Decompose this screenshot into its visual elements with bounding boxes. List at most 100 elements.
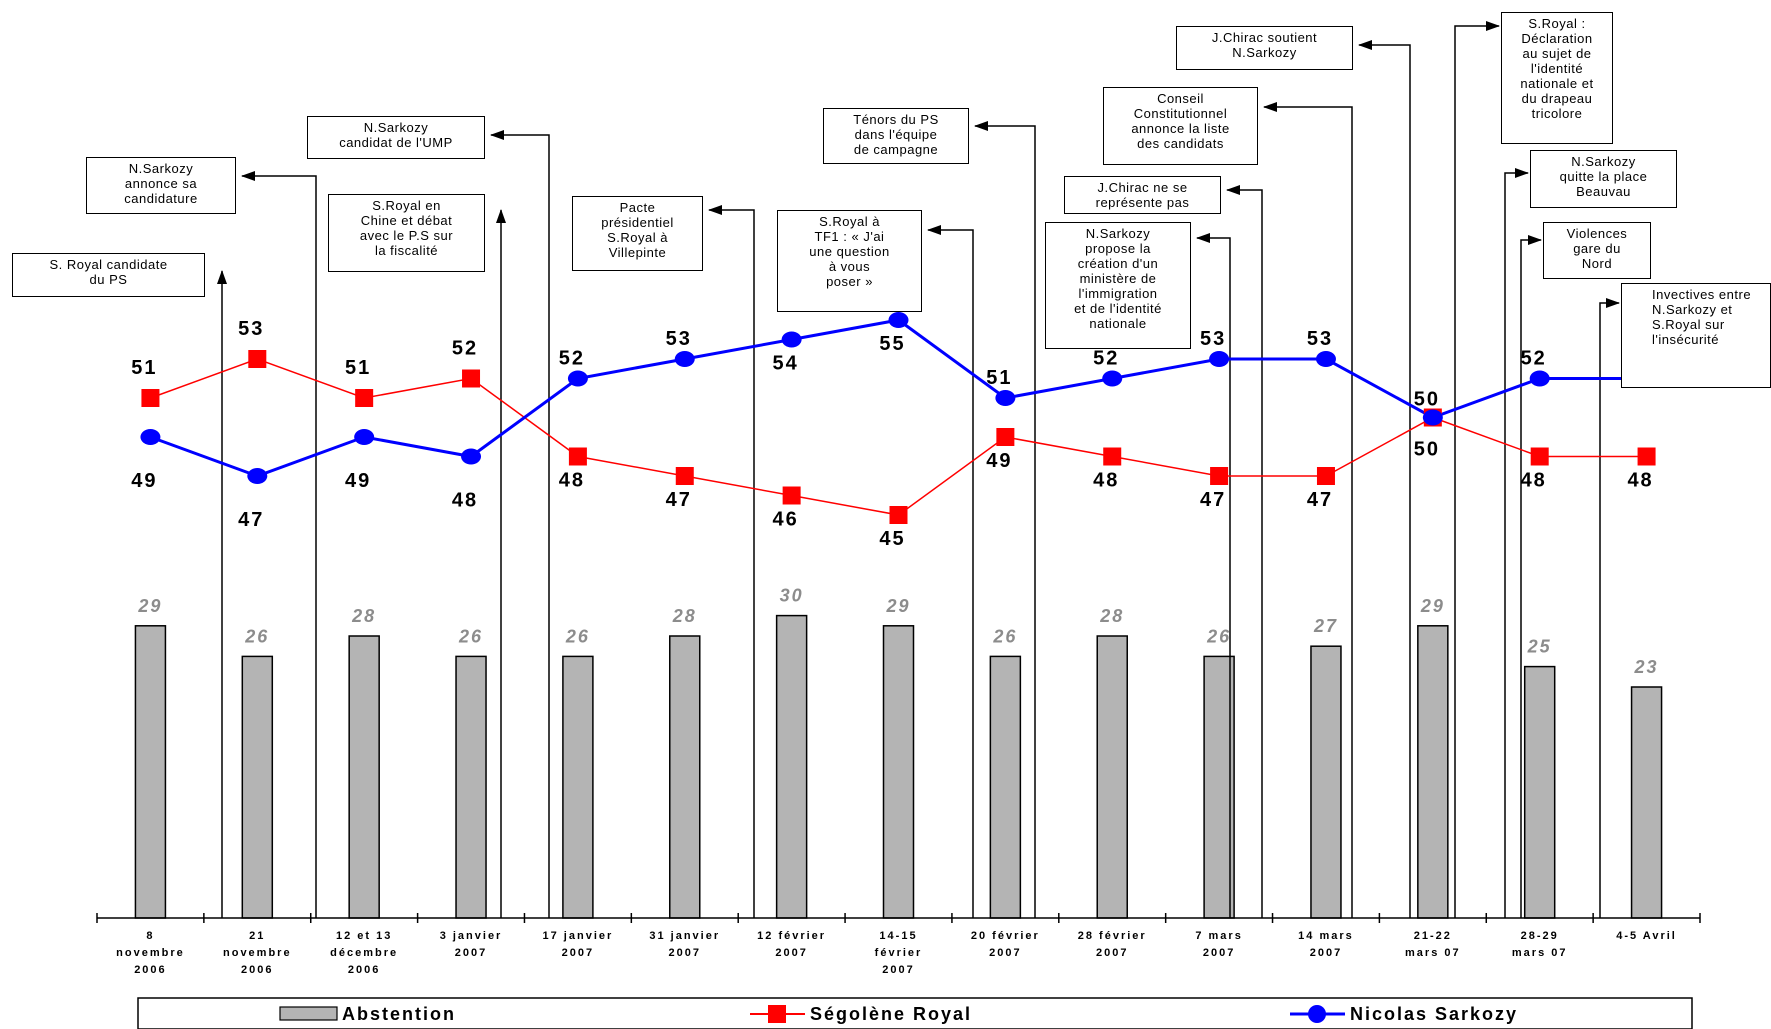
x-tick-label-line: 8	[146, 930, 154, 942]
royal-value-label: 51	[131, 357, 157, 379]
royal-marker	[1103, 447, 1122, 466]
sarkozy-value-label: 50	[1414, 389, 1440, 411]
abstention-value-label: 29	[885, 596, 910, 616]
sarkozy-marker	[567, 370, 588, 387]
royal-marker	[1530, 447, 1549, 466]
abstention-value-label: 26	[565, 626, 590, 646]
x-tick-label-line: mars 07	[1512, 947, 1568, 959]
x-tick-label: 28-29 mars 07	[1512, 930, 1568, 959]
x-tick-label-line: 2006	[134, 964, 166, 976]
series-lines	[140, 312, 1657, 524]
x-tick-label-line: 2006	[241, 964, 273, 976]
x-tick-label: 31 janvier 2007	[649, 930, 720, 959]
annotation-arrow	[974, 121, 1036, 918]
abstention-value-label: 26	[458, 626, 483, 646]
legend-sarkozy-label: Nicolas Sarkozy	[1350, 1004, 1518, 1024]
annotation-box: Pacte présidentiel S.Royal à Villepinte	[572, 196, 703, 271]
royal-marker	[782, 486, 801, 505]
sarkozy-marker	[354, 429, 375, 445]
abstention-bars	[134, 614, 1663, 919]
royal-marker	[462, 369, 481, 388]
royal-marker	[996, 428, 1015, 446]
sarkozy-marker	[888, 312, 909, 328]
annotation-arrow	[490, 130, 550, 918]
royal-value-label: 51	[345, 357, 371, 379]
royal-value-label: 47	[666, 489, 692, 511]
abstention-value-label: 30	[780, 586, 804, 606]
royal-value-label: 53	[238, 318, 264, 340]
x-tick-label-line: novembre	[223, 947, 292, 959]
x-tick-label-line: décembre	[330, 947, 398, 959]
x-tick-label-line: 2007	[1203, 947, 1235, 959]
abstention-bar	[562, 655, 594, 919]
x-tick-label-line: mars 07	[1405, 947, 1461, 959]
sarkozy-value-label: 53	[666, 328, 692, 350]
annotation-arrow	[708, 205, 755, 918]
sarkozy-marker	[995, 390, 1016, 406]
sarkozy-marker	[140, 429, 161, 445]
abstention-bar	[1096, 635, 1128, 919]
sarkozy-marker	[1209, 351, 1230, 367]
x-tick-label-line: 21-22	[1414, 930, 1452, 942]
abstention-value-label: 26	[244, 626, 269, 646]
royal-value-label: 48	[1093, 470, 1119, 492]
sarkozy-value-label: 53	[1307, 328, 1333, 350]
abstention-value-label: 25	[1527, 637, 1552, 657]
legend-abstention-swatch	[279, 1006, 338, 1021]
abstention-value-label: 27	[1313, 616, 1338, 636]
royal-value-label: 48	[559, 470, 585, 492]
sarkozy-marker	[247, 468, 268, 484]
x-tick-label-line: 14 mars	[1298, 930, 1354, 942]
x-axis: 8 novembre 2006 21 novembre 2006 12 et 13 décem…	[96, 913, 1701, 976]
x-tick-label-line: 2007	[669, 947, 701, 959]
x-tick-label: 12 et 13 décembre 2006	[330, 930, 398, 976]
annotation-arrow	[1504, 168, 1529, 918]
annotation-box: S. Royal candidate du PS	[12, 253, 205, 297]
sarkozy-value-label: 52	[1521, 348, 1547, 370]
abstention-value-label: 23	[1634, 657, 1659, 677]
sarkozy-value-label: 49	[345, 470, 371, 492]
abstention-bar	[775, 614, 808, 919]
sarkozy-marker	[1102, 370, 1123, 387]
x-tick-label-line: février	[875, 947, 923, 959]
sarkozy-marker	[1315, 351, 1336, 367]
royal-marker	[141, 389, 160, 407]
annotation-box: S.Royal : Déclaration au sujet de l'iden…	[1501, 12, 1613, 144]
sarkozy-marker	[1529, 370, 1550, 387]
sarkozy-value-label: 47	[238, 509, 264, 531]
royal-value-label: 48	[1627, 470, 1653, 492]
royal-marker	[675, 467, 694, 485]
x-tick-label-line: 21	[249, 930, 265, 942]
x-tick-label-line: 20 février	[971, 930, 1040, 942]
royal-value-label: 48	[1521, 470, 1547, 492]
sarkozy-value-label: 48	[452, 490, 478, 512]
abstention-bar	[241, 655, 274, 919]
sarkozy-value-label: 49	[131, 470, 157, 492]
legend-sarkozy-marker	[1308, 1005, 1326, 1023]
sarkozy-value-label: 53	[1200, 328, 1226, 350]
x-tick-label-line: 4-5 Avril	[1616, 930, 1677, 942]
abstention-bar	[134, 625, 167, 919]
sarkozy-value-label: 52	[559, 348, 585, 370]
annotation-box: S.Royal en Chine et débat avec le P.S su…	[328, 194, 485, 272]
annotation-arrow	[1358, 40, 1411, 918]
annotation-arrow	[1454, 21, 1500, 918]
abstention-value-label: 28	[1099, 606, 1124, 626]
sarkozy-marker	[1422, 409, 1443, 426]
royal-value-label: 47	[1200, 489, 1226, 511]
sarkozy-value-label: 55	[879, 333, 905, 355]
legend-frame	[137, 997, 1693, 1029]
abstention-bar	[1417, 625, 1449, 919]
x-tick-label: 20 février 2007	[971, 930, 1040, 959]
royal-marker	[355, 389, 374, 407]
x-tick-label: 14 mars 2007	[1298, 930, 1354, 959]
abstention-bar	[1630, 686, 1663, 919]
abstention-bar	[348, 635, 380, 919]
x-tick-label-line: 12 et 13	[336, 930, 392, 942]
x-tick-label-line: novembre	[116, 947, 185, 959]
x-tick-label-line: 31 janvier	[649, 930, 720, 942]
annotation-box: Violences gare du Nord	[1543, 222, 1651, 279]
x-tick-label: 17 janvier 2007	[543, 930, 614, 959]
abstention-value-label: 28	[351, 606, 376, 626]
annotation-box: N.Sarkozy candidat de l'UMP	[307, 116, 485, 159]
